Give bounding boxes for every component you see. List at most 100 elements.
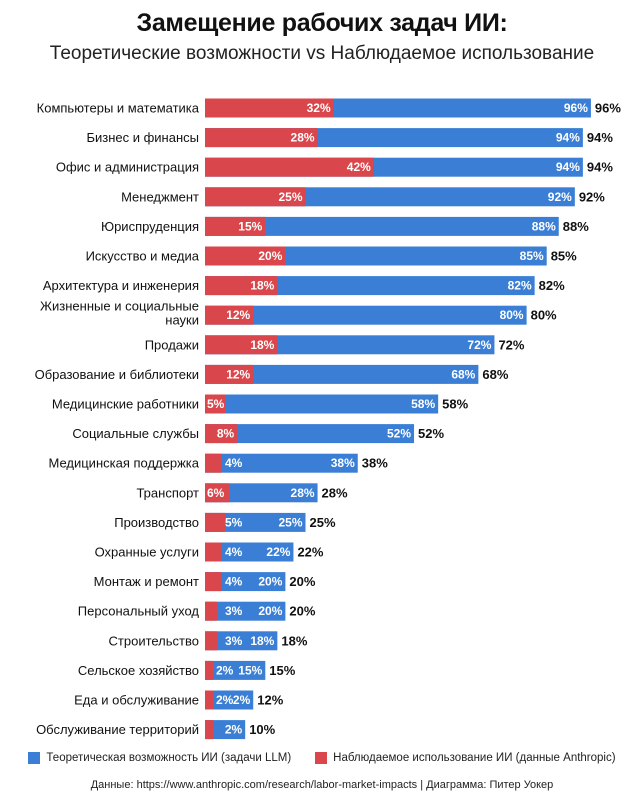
bar-observed	[205, 631, 218, 651]
data-label-observed: 5%	[207, 397, 225, 411]
data-label-end: 15%	[269, 663, 295, 678]
legend-label-theoretical: Теоретическая возможность ИИ (задачи LLM…	[46, 752, 292, 764]
bar-theoretical	[205, 394, 439, 414]
data-label-theoretical: 94%	[556, 160, 580, 174]
data-label-theoretical: 15%	[238, 663, 262, 677]
category-label: Архитектура и инженерия	[43, 278, 199, 293]
data-label-end: 18%	[281, 633, 307, 648]
data-label-observed: 18%	[250, 279, 274, 293]
data-label-end: 20%	[289, 574, 315, 589]
category-label: Офис и администрация	[56, 160, 199, 175]
category-label: Сельское хозяйство	[78, 663, 199, 678]
data-label-observed: 32%	[307, 101, 331, 115]
data-label-theoretical: 22%	[266, 545, 290, 559]
bar-theoretical	[205, 542, 294, 562]
category-label: Персональный уход	[78, 604, 200, 619]
bar-observed	[205, 157, 374, 177]
data-label-end: 72%	[498, 337, 524, 352]
data-label-observed: 20%	[258, 249, 282, 263]
category-label: Жизненные и социальные науки	[40, 299, 199, 328]
bar-observed	[205, 394, 226, 414]
bar-observed	[205, 216, 266, 236]
bar-theoretical	[205, 453, 358, 473]
data-label-theoretical: 2%	[225, 723, 243, 737]
legend-swatch-observed	[315, 752, 328, 764]
data-label-theoretical: 80%	[500, 308, 524, 322]
data-label-theoretical: 2%	[233, 693, 251, 707]
data-label-observed-small: 3%	[225, 634, 243, 648]
data-label-theoretical: 38%	[331, 456, 355, 470]
data-label-theoretical: 52%	[387, 427, 411, 441]
data-label-end: 68%	[482, 367, 508, 382]
category-label: Медицинская поддержка	[48, 456, 199, 471]
category-label: Производство	[114, 515, 199, 530]
data-label-observed: 28%	[291, 131, 315, 145]
bar-chart: Компьютеры и математика 32% 96% 96% Бизнес и…	[35, 98, 621, 740]
data-label-end: 88%	[563, 219, 589, 234]
bar-theoretical	[205, 690, 254, 710]
bar-theoretical	[205, 364, 479, 384]
bar-theoretical	[205, 246, 547, 266]
bar-theoretical	[205, 601, 286, 621]
bar-observed	[205, 187, 306, 207]
bar-observed	[205, 453, 222, 473]
source-note: Данные: https://www.anthropic.com/resear…	[90, 779, 554, 791]
data-label-observed-small: 4%	[225, 545, 243, 559]
category-label: Компьютеры и математика	[37, 101, 200, 116]
bar-observed	[205, 424, 238, 444]
bar-observed	[205, 512, 226, 532]
data-label-theoretical: 92%	[548, 190, 572, 204]
bar-theoretical	[205, 572, 286, 592]
bar-observed	[205, 483, 230, 503]
bar-theoretical	[205, 424, 415, 444]
data-label-observed-small: 5%	[225, 515, 243, 529]
data-label-observed-small: 2%	[216, 693, 234, 707]
data-label-end: 94%	[587, 130, 613, 145]
data-label-observed-small: 3%	[225, 604, 243, 618]
data-label-observed-small: 4%	[225, 575, 243, 589]
data-label-theoretical: 96%	[564, 101, 588, 115]
category-label: Медицинские работники	[52, 397, 199, 412]
bar-observed	[205, 98, 334, 118]
chart-subtitle: Теоретические возможности vs Наблюдаемое…	[49, 43, 595, 64]
data-label-theoretical: 18%	[250, 634, 274, 648]
category-label: Бизнес и финансы	[86, 130, 199, 145]
category-label: Менеджмент	[121, 189, 199, 204]
bar-observed	[205, 660, 214, 680]
category-label: Юриспруденция	[101, 219, 199, 234]
data-label-observed: 8%	[217, 427, 235, 441]
legend-item-observed: Наблюдаемое использование ИИ (данные Ant…	[315, 752, 616, 764]
category-label: Продажи	[145, 337, 199, 352]
data-label-theoretical: 85%	[520, 249, 544, 263]
data-label-theoretical: 68%	[451, 367, 475, 381]
data-label-observed: 25%	[278, 190, 302, 204]
data-label-end: 22%	[297, 545, 323, 560]
bar-observed	[205, 690, 214, 710]
data-label-theoretical: 25%	[278, 515, 302, 529]
data-label-observed: 42%	[347, 160, 371, 174]
legend-item-theoretical: Теоретическая возможность ИИ (задачи LLM…	[28, 752, 291, 764]
data-label-end: 94%	[587, 160, 613, 175]
category-label: Социальные службы	[72, 426, 199, 441]
data-label-theoretical: 94%	[556, 131, 580, 145]
data-label-end: 85%	[551, 249, 577, 264]
bar-theoretical	[205, 631, 278, 651]
data-label-end: 28%	[322, 485, 348, 500]
legend-swatch-theoretical	[28, 752, 41, 764]
bar-theoretical	[205, 276, 535, 296]
data-label-theoretical: 58%	[411, 397, 435, 411]
category-label: Монтаж и ремонт	[94, 574, 199, 589]
category-label: Охранные услуги	[95, 545, 199, 560]
data-label-end: 25%	[310, 515, 336, 530]
data-label-theoretical: 20%	[258, 604, 282, 618]
data-label-observed: 6%	[207, 486, 225, 500]
category-label: Искусство и медиа	[86, 249, 200, 264]
bar-observed	[205, 364, 254, 384]
data-label-theoretical: 88%	[532, 219, 556, 233]
legend-label-observed: Наблюдаемое использование ИИ (данные Ant…	[333, 752, 616, 764]
data-label-end: 20%	[289, 604, 315, 619]
data-label-theoretical: 72%	[467, 338, 491, 352]
data-label-end: 80%	[531, 308, 557, 323]
data-label-end: 96%	[595, 101, 621, 116]
data-label-observed-small: 2%	[216, 663, 234, 677]
